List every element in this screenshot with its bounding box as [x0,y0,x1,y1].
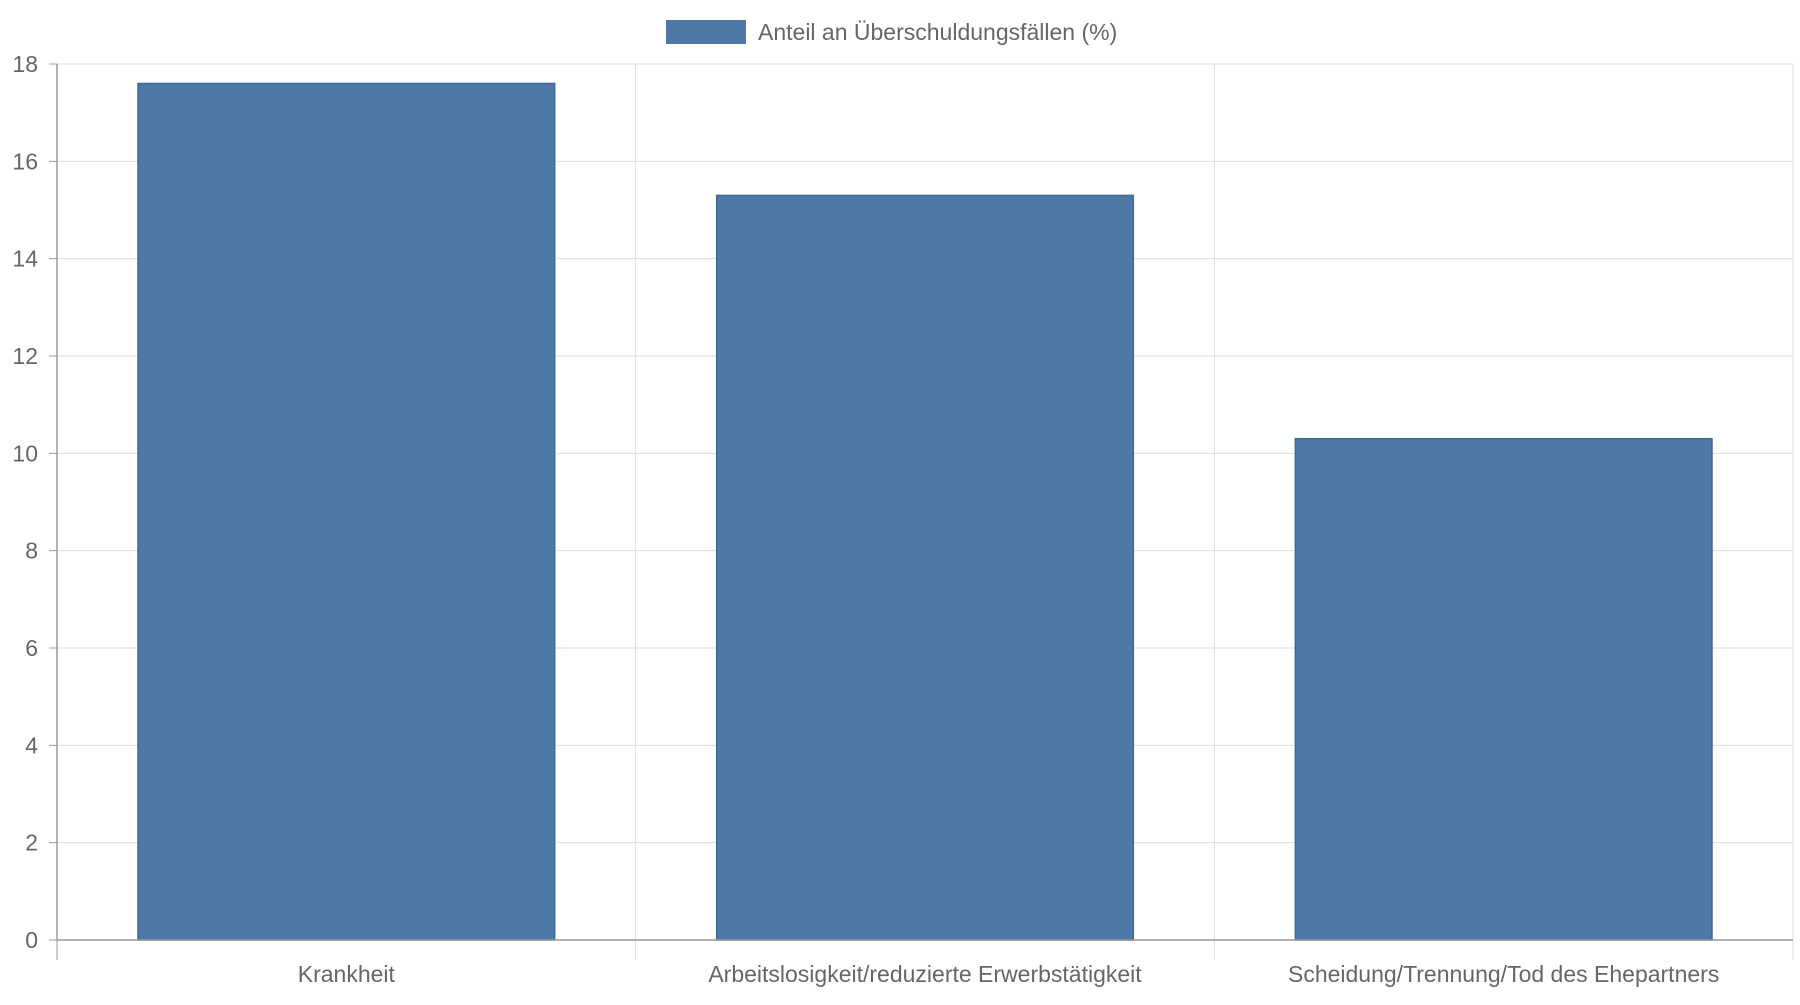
y-tick-label: 12 [12,343,38,369]
legend: Anteil an Überschuldungsfällen (%) [666,19,1117,45]
y-tick-label: 4 [25,732,38,758]
y-tick-label: 10 [12,440,38,466]
bars [137,82,1713,941]
x-tick-label: Scheidung/Trennung/Tod des Ehepartners [1288,961,1719,987]
y-tick-label: 16 [12,148,38,174]
legend-swatch [666,20,746,44]
bar-1 [137,82,556,941]
y-tick-label: 18 [12,51,38,77]
bar-3 [1294,437,1713,941]
x-tick-label: Arbeitslosigkeit/reduzierte Erwerbstätig… [708,961,1142,987]
axes [49,63,1794,960]
x-tick-label: Krankheit [298,961,396,987]
y-tick-label: 0 [25,927,38,953]
y-tick-label: 6 [25,635,38,661]
y-tick-label: 8 [25,538,38,564]
x-tick-labels: Krankheit Arbeitslosigkeit/reduzierte Erw… [298,961,1720,987]
y-tick-label: 2 [25,830,38,856]
bar-2 [715,194,1135,941]
y-tick-label: 14 [12,246,38,272]
y-tick-labels: 0 2 4 6 8 10 12 14 16 18 [12,51,38,953]
legend-label: Anteil an Überschuldungsfällen (%) [758,19,1117,45]
